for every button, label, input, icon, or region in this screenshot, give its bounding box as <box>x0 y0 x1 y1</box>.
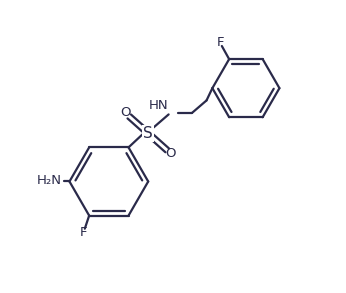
Text: F: F <box>217 36 225 49</box>
Text: F: F <box>80 226 88 239</box>
Text: S: S <box>143 126 153 141</box>
Text: O: O <box>165 147 176 160</box>
Text: HN: HN <box>149 98 169 112</box>
Text: O: O <box>120 106 131 120</box>
Text: H₂N: H₂N <box>37 173 62 187</box>
